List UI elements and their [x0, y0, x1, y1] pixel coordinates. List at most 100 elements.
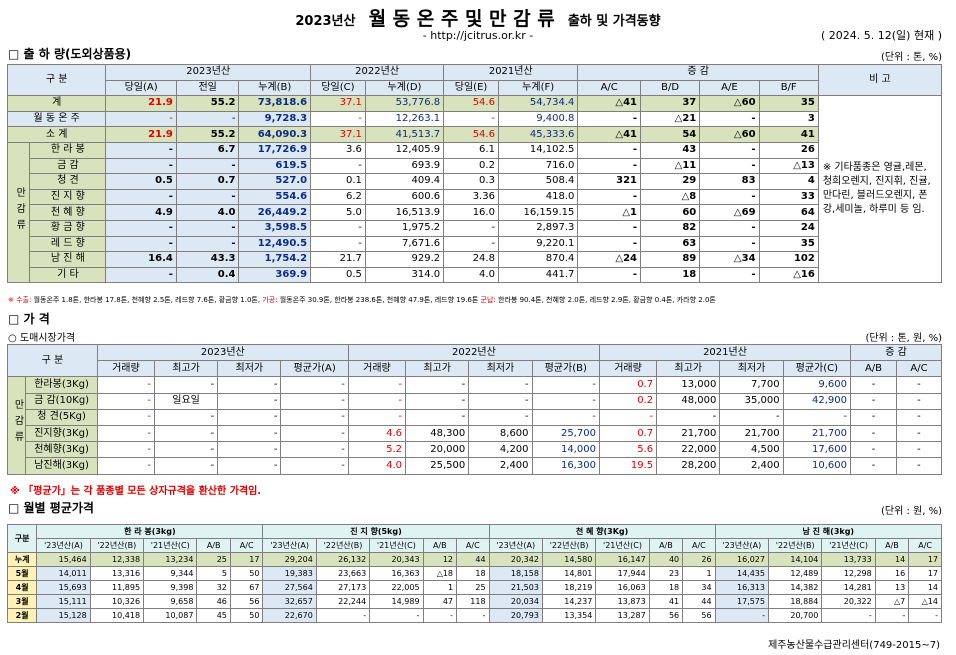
price-cell: 4,500 [719, 441, 784, 459]
shipment-cell: △21 [639, 110, 701, 128]
shipment-cell: 2,897.3 [497, 219, 579, 237]
price-subheader: 거래량 [96, 360, 155, 378]
price-note: ※ 「평균가」는 각 품종별 모든 상자규격을 환산한 가격임. [10, 482, 261, 497]
shipment-cell: 600.6 [364, 188, 445, 206]
monthly-cell: 22,670 [262, 608, 317, 623]
shipment-row-name: 월 동 온 주 [6, 110, 107, 128]
monthly-cell: 14,989 [369, 594, 424, 609]
monthly-cell: 47 [422, 594, 458, 609]
monthly-cell: 1 [682, 566, 716, 581]
price-cell: - [895, 457, 943, 475]
monthly-cell: 44 [682, 594, 716, 609]
price-subheader: 최고가 [656, 360, 721, 378]
monthly-cell: 11,895 [89, 580, 145, 595]
monthly-cell: 13,316 [89, 566, 145, 581]
price-cell: - [96, 424, 155, 443]
shipment-cell: 0.5 [310, 266, 366, 284]
price-cell: - [280, 392, 349, 410]
price-cell: - [895, 392, 943, 410]
monthly-cell: 67 [229, 580, 264, 595]
price-cell: - [405, 392, 470, 410]
monthly-cell: 14 [908, 580, 942, 595]
shipment-cell: 16.0 [443, 204, 499, 221]
shipment-row: 만감류 한 라 봉 -6.7 17,726.9 3.6 12,405.9 6.1 14,102… [6, 141, 942, 284]
price-cell: - [153, 376, 219, 394]
price-cell: 0.2 [598, 392, 658, 410]
shipment-cell: 619.5 [238, 157, 312, 175]
shipment-section-title: □ 출 하 량(도외상품용) [8, 47, 132, 61]
monthly-cell: 23,663 [315, 566, 371, 581]
shipment-cell: 527.0 [238, 173, 312, 190]
price-subheader: 최고가 [405, 360, 470, 378]
shipment-cell: 21.7 [310, 251, 366, 268]
price-cell: - [347, 392, 407, 410]
shipment-cell: - [310, 219, 366, 237]
monthly-cell: 13,234 [143, 552, 198, 567]
site-url: - http://jcitrus.or.kr - [422, 29, 534, 42]
monthly-row-name: 3월 [6, 594, 38, 609]
monthly-cell: 27,173 [315, 580, 371, 595]
shipment-cell: 0.7 [175, 173, 240, 190]
shipment-cell: 64 [758, 204, 819, 221]
monthly-cell: - [908, 608, 942, 623]
shipment-cell: 54.6 [443, 95, 499, 112]
monthly-cell: 10,087 [143, 608, 198, 623]
footer-org: 제주농산물수급관리센터(749-2015~7) [768, 640, 940, 651]
monthly-cell: 14,011 [36, 566, 91, 581]
monthly-subheader: '22년산(B) [89, 538, 145, 553]
shipment-cell: 441.7 [497, 266, 579, 284]
shipment-subheader: 누계(D) [364, 79, 445, 97]
monthly-cell: 40 [648, 552, 684, 567]
monthly-row: 5월 14,011 13,316 9,344 5 50 19,383 23,663 16,363… [6, 566, 942, 581]
price-cell: - [153, 424, 219, 443]
shipment-cell: - [310, 157, 366, 175]
shipment-cell: △13 [758, 157, 819, 175]
monthly-cell: 46 [196, 594, 231, 609]
monthly-cell: 32,657 [262, 594, 317, 609]
shipment-cell: - [577, 188, 641, 206]
shipment-cell: 3.6 [310, 141, 366, 159]
shipment-row-name: 소 계 [6, 126, 107, 143]
monthly-cell: 15,111 [36, 594, 91, 609]
price-cell: - [405, 408, 470, 426]
col-2023: 2023년산 [105, 64, 312, 81]
price-cell: - [895, 408, 943, 426]
price-subheader: 최저가 [468, 360, 533, 378]
shipment-cell: 6.7 [175, 141, 240, 159]
shipment-row: 진 지 향 - -554.6 6.2 600.6 3.36 418.0- △8-33 [8, 188, 942, 206]
monthly-cell: 41 [648, 594, 684, 609]
price-cell: - [468, 392, 533, 410]
shipment-subheader: B/F [758, 79, 819, 97]
shipment-cell: 89 [639, 251, 701, 268]
monthly-cell: - [874, 608, 910, 623]
price-unit: (단위 : 톤, 원, %) [865, 333, 942, 344]
monthly-cell: 9,658 [143, 594, 198, 609]
price-row-name: 진지향(3Kg) [25, 424, 98, 443]
price-row-name: 남진해(3Kg) [25, 457, 98, 475]
shipment-cell: - [443, 219, 499, 237]
shipment-cell: 26 [758, 141, 819, 159]
shipment-cell: 4.9 [105, 204, 177, 221]
monthly-cell: 18 [456, 566, 490, 581]
shipment-cell: 7,671.6 [364, 235, 445, 253]
price-cell: 19.5 [598, 457, 658, 475]
monthly-unit: (단위 : 원, %) [881, 506, 942, 517]
price-col-2021: 2021년산 [598, 343, 852, 362]
monthly-cell: - [422, 608, 458, 623]
price-subheader: 평균가(C) [782, 360, 852, 378]
shipment-cell: 12,405.9 [364, 141, 445, 159]
monthly-cell: △18 [422, 566, 458, 581]
price-cell: 4,200 [468, 441, 533, 459]
price-col-2022: 2022년산 [347, 343, 600, 362]
shipment-cell: 21.9 [105, 126, 177, 143]
monthly-subheader: A/B [422, 538, 458, 553]
price-cell: - [895, 424, 943, 443]
shipment-row: 레 드 향 - -12,490.5-7,671.6-9,220.1-63-35 [8, 235, 942, 253]
monthly-cell: 20,342 [488, 552, 543, 567]
monthly-group-header: 남 진 해(3kg) [714, 524, 943, 539]
price-cell: 22,000 [656, 441, 721, 459]
price-cell: - [96, 408, 155, 426]
price-cell: 0.7 [598, 376, 658, 394]
shipment-cell: 102 [758, 251, 819, 268]
shipment-cell: 54,734.4 [497, 95, 579, 112]
